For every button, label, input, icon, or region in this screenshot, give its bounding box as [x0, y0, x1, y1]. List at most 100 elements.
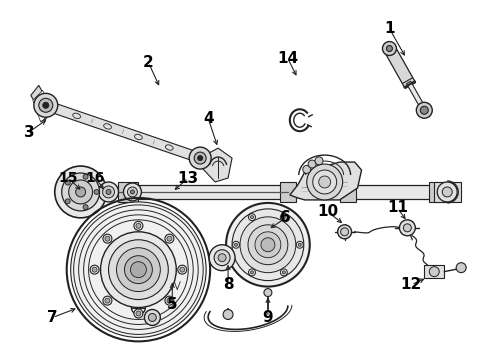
Polygon shape [202, 148, 232, 182]
Circle shape [282, 271, 285, 274]
Circle shape [437, 182, 457, 202]
Circle shape [420, 106, 428, 114]
Circle shape [429, 267, 439, 276]
Circle shape [134, 309, 143, 318]
Circle shape [232, 209, 304, 280]
Circle shape [209, 245, 235, 271]
Text: 7: 7 [48, 310, 58, 325]
Circle shape [130, 190, 134, 194]
Circle shape [298, 243, 301, 246]
Circle shape [43, 102, 49, 108]
Circle shape [226, 203, 310, 287]
Text: 5: 5 [167, 297, 177, 312]
Polygon shape [44, 100, 202, 163]
Circle shape [136, 311, 141, 316]
Circle shape [280, 269, 287, 276]
Text: 15: 15 [59, 171, 78, 185]
Circle shape [387, 45, 392, 51]
Polygon shape [434, 182, 461, 202]
Circle shape [123, 183, 142, 201]
Text: 10: 10 [317, 204, 338, 219]
Circle shape [233, 241, 240, 248]
Text: 12: 12 [401, 277, 422, 292]
Circle shape [223, 310, 233, 319]
Circle shape [303, 166, 311, 174]
Text: 6: 6 [280, 210, 291, 225]
Circle shape [383, 41, 396, 55]
Text: 2: 2 [143, 55, 154, 70]
Circle shape [83, 174, 88, 179]
Polygon shape [429, 182, 449, 202]
Circle shape [165, 296, 174, 305]
Polygon shape [33, 90, 51, 122]
Circle shape [69, 180, 93, 204]
Polygon shape [290, 162, 362, 200]
Polygon shape [31, 85, 53, 120]
Circle shape [214, 250, 230, 266]
Circle shape [250, 271, 253, 274]
Text: 9: 9 [263, 310, 273, 325]
Text: 13: 13 [178, 171, 199, 185]
Circle shape [248, 213, 255, 221]
Circle shape [308, 160, 316, 168]
Text: 14: 14 [277, 51, 298, 66]
Circle shape [62, 173, 99, 211]
Circle shape [442, 187, 452, 197]
Text: 3: 3 [24, 125, 34, 140]
Circle shape [71, 202, 206, 337]
Circle shape [178, 265, 187, 274]
Circle shape [248, 225, 288, 265]
Circle shape [90, 265, 99, 274]
Circle shape [102, 186, 115, 198]
Circle shape [255, 232, 281, 258]
Circle shape [67, 198, 210, 341]
Circle shape [338, 225, 352, 239]
Text: 4: 4 [203, 111, 214, 126]
Circle shape [94, 189, 99, 194]
Circle shape [92, 267, 97, 272]
Polygon shape [384, 46, 416, 89]
Circle shape [416, 102, 432, 118]
Circle shape [194, 152, 206, 164]
Circle shape [117, 248, 160, 292]
Circle shape [280, 213, 287, 221]
Polygon shape [424, 265, 444, 278]
Circle shape [189, 147, 211, 169]
Polygon shape [119, 182, 138, 202]
Circle shape [134, 221, 143, 230]
Circle shape [318, 176, 331, 188]
Circle shape [296, 241, 303, 248]
Circle shape [167, 298, 172, 303]
Circle shape [39, 98, 53, 112]
Polygon shape [280, 182, 296, 202]
Polygon shape [340, 182, 356, 202]
Circle shape [167, 236, 172, 241]
Circle shape [456, 263, 466, 273]
Text: 8: 8 [223, 277, 233, 292]
Circle shape [105, 236, 110, 241]
Circle shape [197, 156, 203, 161]
Circle shape [127, 187, 137, 197]
Circle shape [148, 314, 156, 321]
Circle shape [180, 267, 185, 272]
Circle shape [106, 189, 111, 194]
Polygon shape [130, 185, 288, 199]
Circle shape [105, 298, 110, 303]
Circle shape [83, 204, 88, 210]
Circle shape [136, 223, 141, 228]
Circle shape [34, 93, 58, 117]
Circle shape [313, 170, 337, 194]
Circle shape [130, 262, 147, 278]
Circle shape [399, 220, 416, 236]
Circle shape [98, 182, 119, 202]
Text: 11: 11 [387, 201, 408, 215]
Polygon shape [407, 81, 426, 112]
Circle shape [100, 232, 176, 307]
Circle shape [108, 240, 168, 300]
Circle shape [103, 296, 112, 305]
Circle shape [103, 234, 112, 243]
Circle shape [248, 269, 255, 276]
Circle shape [145, 310, 160, 325]
Text: 1: 1 [384, 21, 394, 36]
Circle shape [235, 243, 238, 246]
